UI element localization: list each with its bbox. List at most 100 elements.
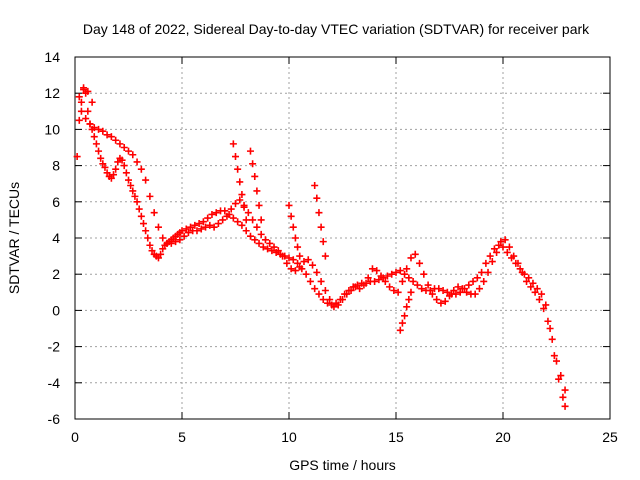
data-point: [110, 171, 118, 179]
data-point: [77, 107, 85, 115]
data-point: [206, 221, 214, 229]
data-point: [249, 216, 257, 224]
data-point: [279, 252, 287, 260]
data-point: [238, 191, 246, 199]
data-point: [240, 203, 248, 211]
data-point: [499, 243, 507, 251]
data-point: [99, 160, 107, 168]
data-point: [486, 252, 494, 260]
data-point: [330, 303, 338, 311]
data-point: [75, 116, 83, 124]
data-point: [77, 98, 85, 106]
data-point: [437, 299, 445, 307]
data-point: [544, 317, 552, 325]
data-point: [191, 221, 199, 229]
data-point: [360, 281, 368, 289]
data-point: [135, 205, 143, 213]
data-point: [176, 236, 184, 244]
y-tick-label: 4: [52, 230, 60, 246]
data-point: [446, 292, 453, 300]
data-point: [424, 281, 432, 289]
data-points: [73, 84, 569, 410]
data-point: [112, 136, 120, 144]
y-tick-label: 8: [52, 158, 60, 174]
series: [75, 84, 415, 334]
data-point: [129, 187, 137, 195]
data-point: [469, 277, 477, 285]
data-point: [238, 221, 246, 229]
data-point: [315, 290, 323, 298]
data-point: [199, 218, 207, 226]
data-point: [392, 268, 400, 276]
data-point: [253, 223, 261, 231]
data-point: [257, 216, 265, 224]
data-point: [525, 274, 533, 282]
data-point: [452, 290, 460, 298]
data-point: [433, 296, 441, 304]
series: [77, 107, 569, 394]
data-point: [294, 259, 302, 267]
y-tick-label: 2: [52, 266, 60, 282]
axis-ticks: 0 5 10 15 20 25 -6 -4 -2 0 2 4 6 8 10 12 14: [44, 49, 618, 445]
data-point: [73, 153, 81, 161]
data-point: [242, 227, 250, 235]
data-point: [484, 268, 492, 276]
data-point: [131, 192, 139, 200]
data-point: [193, 227, 201, 235]
data-point: [304, 256, 312, 264]
data-point: [95, 147, 103, 155]
data-point: [221, 207, 229, 215]
data-point: [418, 285, 426, 293]
data-point: [229, 140, 237, 148]
data-point: [443, 288, 451, 296]
data-point: [463, 288, 471, 296]
data-point: [261, 236, 269, 244]
data-point: [159, 234, 167, 242]
data-point: [456, 288, 464, 296]
data-point: [259, 243, 267, 251]
y-tick-label: 12: [44, 85, 60, 101]
data-point: [396, 326, 404, 334]
data-point: [555, 375, 563, 383]
data-point: [480, 277, 488, 285]
data-point: [319, 296, 327, 304]
data-point: [450, 286, 458, 294]
data-point: [311, 182, 319, 190]
data-point: [84, 107, 92, 115]
data-point: [180, 232, 188, 240]
data-point: [92, 140, 100, 148]
series: [73, 86, 569, 410]
data-point: [313, 194, 321, 202]
data-point: [184, 229, 192, 237]
data-point: [373, 267, 381, 275]
data-point: [413, 281, 421, 289]
data-point: [137, 212, 145, 220]
data-point: [150, 209, 158, 217]
data-point: [84, 87, 92, 95]
data-point: [398, 277, 406, 285]
data-point: [154, 223, 162, 231]
data-point: [317, 277, 325, 285]
data-point: [208, 210, 216, 218]
data-point: [95, 125, 103, 133]
data-point: [321, 286, 329, 294]
data-point: [107, 133, 115, 141]
data-point: [251, 236, 259, 244]
data-point: [497, 238, 505, 246]
data-point: [146, 241, 154, 249]
data-point: [324, 299, 332, 307]
data-point: [133, 158, 141, 166]
data-point: [266, 239, 274, 247]
data-point: [246, 147, 254, 155]
y-tick-label: -6: [48, 411, 61, 427]
data-point: [531, 288, 539, 296]
y-axis-label: SDTVAR / TECUs: [6, 182, 22, 294]
data-point: [223, 212, 231, 220]
data-point: [403, 265, 411, 273]
data-point: [435, 285, 443, 293]
data-point: [296, 252, 304, 260]
data-point: [416, 259, 424, 267]
data-point: [553, 357, 560, 365]
data-point: [154, 254, 162, 262]
data-point: [251, 172, 259, 180]
